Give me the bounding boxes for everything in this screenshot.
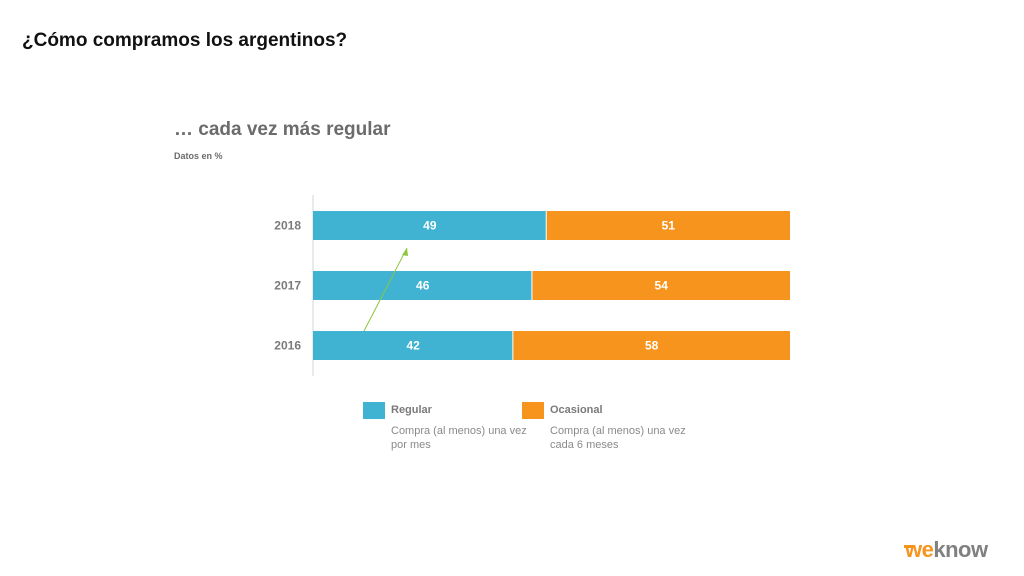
bar-regular-2018: [313, 211, 546, 240]
legend-desc-regular: Compra (al menos) una vez por mes: [391, 425, 527, 451]
y-tick-label-2017: 2017: [274, 279, 301, 293]
logo-know: know: [933, 537, 988, 562]
data-label-regular-2017: 46: [416, 279, 430, 293]
logo-dash: [904, 545, 914, 548]
y-tick-label-2016: 2016: [274, 339, 301, 353]
data-label-regular-2016: 42: [406, 339, 420, 353]
data-label-regular-2018: 49: [423, 219, 437, 233]
legend-label-regular: Regular: [391, 404, 432, 416]
legend-swatch-regular: [363, 402, 385, 419]
bar-ocasional-2016: [513, 331, 790, 360]
bar-ocasional-2017: [532, 271, 790, 300]
y-tick-label-2018: 2018: [274, 219, 301, 233]
logo-we: we: [905, 537, 934, 562]
legend-swatch-ocasional: [522, 402, 544, 419]
chart-title: … cada vez más regular: [174, 119, 391, 140]
trend-arrow-line: [363, 247, 408, 332]
legend-label-ocasional: Ocasional: [550, 404, 603, 416]
bar-ocasional-2018: [546, 211, 790, 240]
chart-subtitle: Datos en %: [174, 151, 223, 161]
legend-desc-ocasional: Compra (al menos) una vez cada 6 meses: [550, 425, 686, 451]
weknow-logo: weknow: [905, 537, 988, 563]
data-label-ocasional-2018: 51: [662, 219, 676, 233]
data-label-ocasional-2017: 54: [655, 279, 669, 293]
bar-regular-2017: [313, 271, 532, 300]
page-title: ¿Cómo compramos los argentinos?: [22, 30, 348, 51]
data-label-ocasional-2016: 58: [645, 339, 659, 353]
bar-regular-2016: [313, 331, 513, 360]
trend-arrow-head: [402, 248, 408, 256]
